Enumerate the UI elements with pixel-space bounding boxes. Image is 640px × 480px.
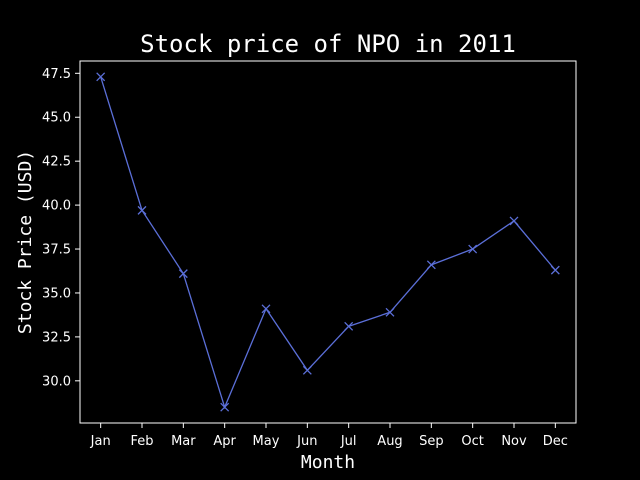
data-point-marker (550, 265, 560, 275)
y-tick-label: 37.5 (42, 243, 71, 258)
data-point-marker (344, 321, 354, 331)
y-tick-label: 47.5 (42, 67, 71, 82)
data-point-marker (220, 402, 230, 412)
x-tick-label: Sep (419, 434, 444, 449)
x-tick-label: Jul (340, 434, 357, 449)
x-tick-label: Oct (461, 434, 483, 449)
data-point-marker (302, 365, 312, 375)
chart-title: Stock price of NPO in 2011 (140, 30, 516, 58)
plot-frame (79, 60, 577, 424)
data-point-marker (261, 304, 271, 314)
x-tick-label: Jan (90, 434, 111, 449)
y-tick-label: 42.5 (42, 155, 71, 170)
data-point-marker (178, 269, 188, 279)
y-tick-label: 35.0 (42, 286, 71, 301)
y-tick-label: 45.0 (42, 111, 71, 126)
x-tick-label: Nov (501, 434, 527, 449)
y-tick-label: 40.0 (42, 199, 71, 214)
x-tick-label: Dec (543, 434, 568, 449)
data-point-marker (385, 307, 395, 317)
data-point-marker (509, 216, 519, 226)
x-tick-label: Mar (171, 434, 196, 449)
y-tick-label: 30.0 (42, 374, 71, 389)
x-tick-label: Aug (377, 434, 402, 449)
y-axis-label: Stock Price (USD) (15, 150, 36, 334)
y-tick-label: 32.5 (42, 330, 71, 345)
x-tick-label: May (253, 434, 280, 449)
data-point-marker (426, 260, 436, 270)
plot-area: 30.0 32.5 35.0 37.5 40.0 42.5 45.0 47.5 Jan Feb Ma… (42, 60, 577, 449)
x-tick-label: Jun (296, 434, 317, 449)
x-tick-label: Apr (213, 434, 236, 449)
data-point-marker (468, 244, 478, 254)
data-point-marker (137, 205, 147, 215)
x-tick-label: Feb (130, 434, 153, 449)
series-line (100, 76, 556, 410)
data-point-marker (96, 72, 106, 82)
x-axis-label: Month (301, 452, 355, 473)
